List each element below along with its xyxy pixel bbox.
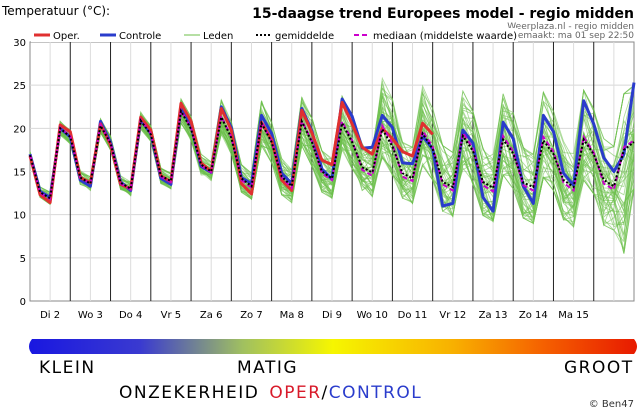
legend-control-label: Controle — [119, 31, 161, 42]
x-tick-label: Ma 8 — [280, 310, 304, 321]
chart-title: 15-daagse trend Europees model - regio m… — [252, 6, 634, 22]
legend-members-label: Leden — [203, 31, 233, 42]
uncertainty-scale: KLEIN MATIG GROOT ONZEKERHEID OPER/CONTRO… — [29, 339, 637, 403]
main-series — [28, 82, 636, 213]
x-tick-label: Wo 3 — [78, 310, 103, 321]
y-tick-label: 5 — [20, 254, 26, 265]
median-line — [29, 107, 635, 201]
x-tick-label: Di 2 — [40, 310, 60, 321]
uncertainty-gradient-bar — [32, 339, 634, 354]
x-tick-label: Za 6 — [200, 310, 223, 321]
x-tick-label: Vr 5 — [161, 310, 182, 321]
y-axis-label: Temperatuur (°C): — [1, 4, 110, 18]
uncertainty-label: ONZEKERHEID OPER/CONTROL — [119, 383, 422, 403]
x-tick-label: Zo 7 — [240, 310, 263, 321]
x-tick-label: Do 11 — [398, 310, 428, 321]
oper-word: OPER — [269, 383, 321, 403]
legend-oper-label: Oper. — [53, 31, 80, 42]
legend: Oper. Controle Leden gemiddelde mediaan … — [31, 28, 518, 42]
y-tick-label: 25 — [13, 81, 26, 92]
x-tick-label: Zo 14 — [519, 310, 548, 321]
y-tick-label: 10 — [13, 211, 26, 222]
gradient-right-cap — [634, 339, 637, 354]
mean-line — [29, 108, 635, 200]
grid-lines — [30, 42, 634, 301]
x-tick-label: Do 4 — [119, 310, 142, 321]
y-tick-label: 30 — [13, 38, 26, 49]
legend-background — [31, 28, 518, 42]
uncertainty-word: ONZEKERHEID — [119, 383, 259, 403]
slash: / — [322, 383, 329, 403]
x-tick-label: Di 9 — [322, 310, 342, 321]
y-axis-ticks: 0 5 10 15 20 25 30 — [13, 38, 26, 308]
made-timestamp: Gemaakt: ma 01 sep 22:50 — [511, 31, 634, 41]
x-axis-ticks: Di 2 Wo 3 Do 4 Vr 5 Za 6 Zo 7 Ma 8 Di 9 Wo 10 Do … — [40, 310, 589, 321]
gradient-left-cap — [29, 339, 32, 354]
x-tick-label: Za 13 — [479, 310, 508, 321]
control-word: CONTROL — [329, 383, 423, 403]
scale-mid-label: MATIG — [237, 358, 298, 378]
y-tick-label: 15 — [13, 168, 26, 179]
site-label: Weerplaza.nl - regio midden — [507, 22, 634, 32]
y-tick-label: 0 — [20, 297, 26, 308]
y-tick-label: 20 — [13, 124, 26, 135]
x-tick-label: Ma 15 — [558, 310, 589, 321]
legend-mean-label: gemiddelde — [275, 31, 334, 42]
scale-high-label: GROOT — [564, 358, 634, 378]
legend-median-label: mediaan (middelste waarde) — [373, 31, 517, 42]
credit: © Ben47 — [589, 399, 634, 410]
x-tick-label: Vr 12 — [439, 310, 466, 321]
x-tick-label: Wo 10 — [357, 310, 388, 321]
scale-low-label: KLEIN — [39, 358, 96, 378]
